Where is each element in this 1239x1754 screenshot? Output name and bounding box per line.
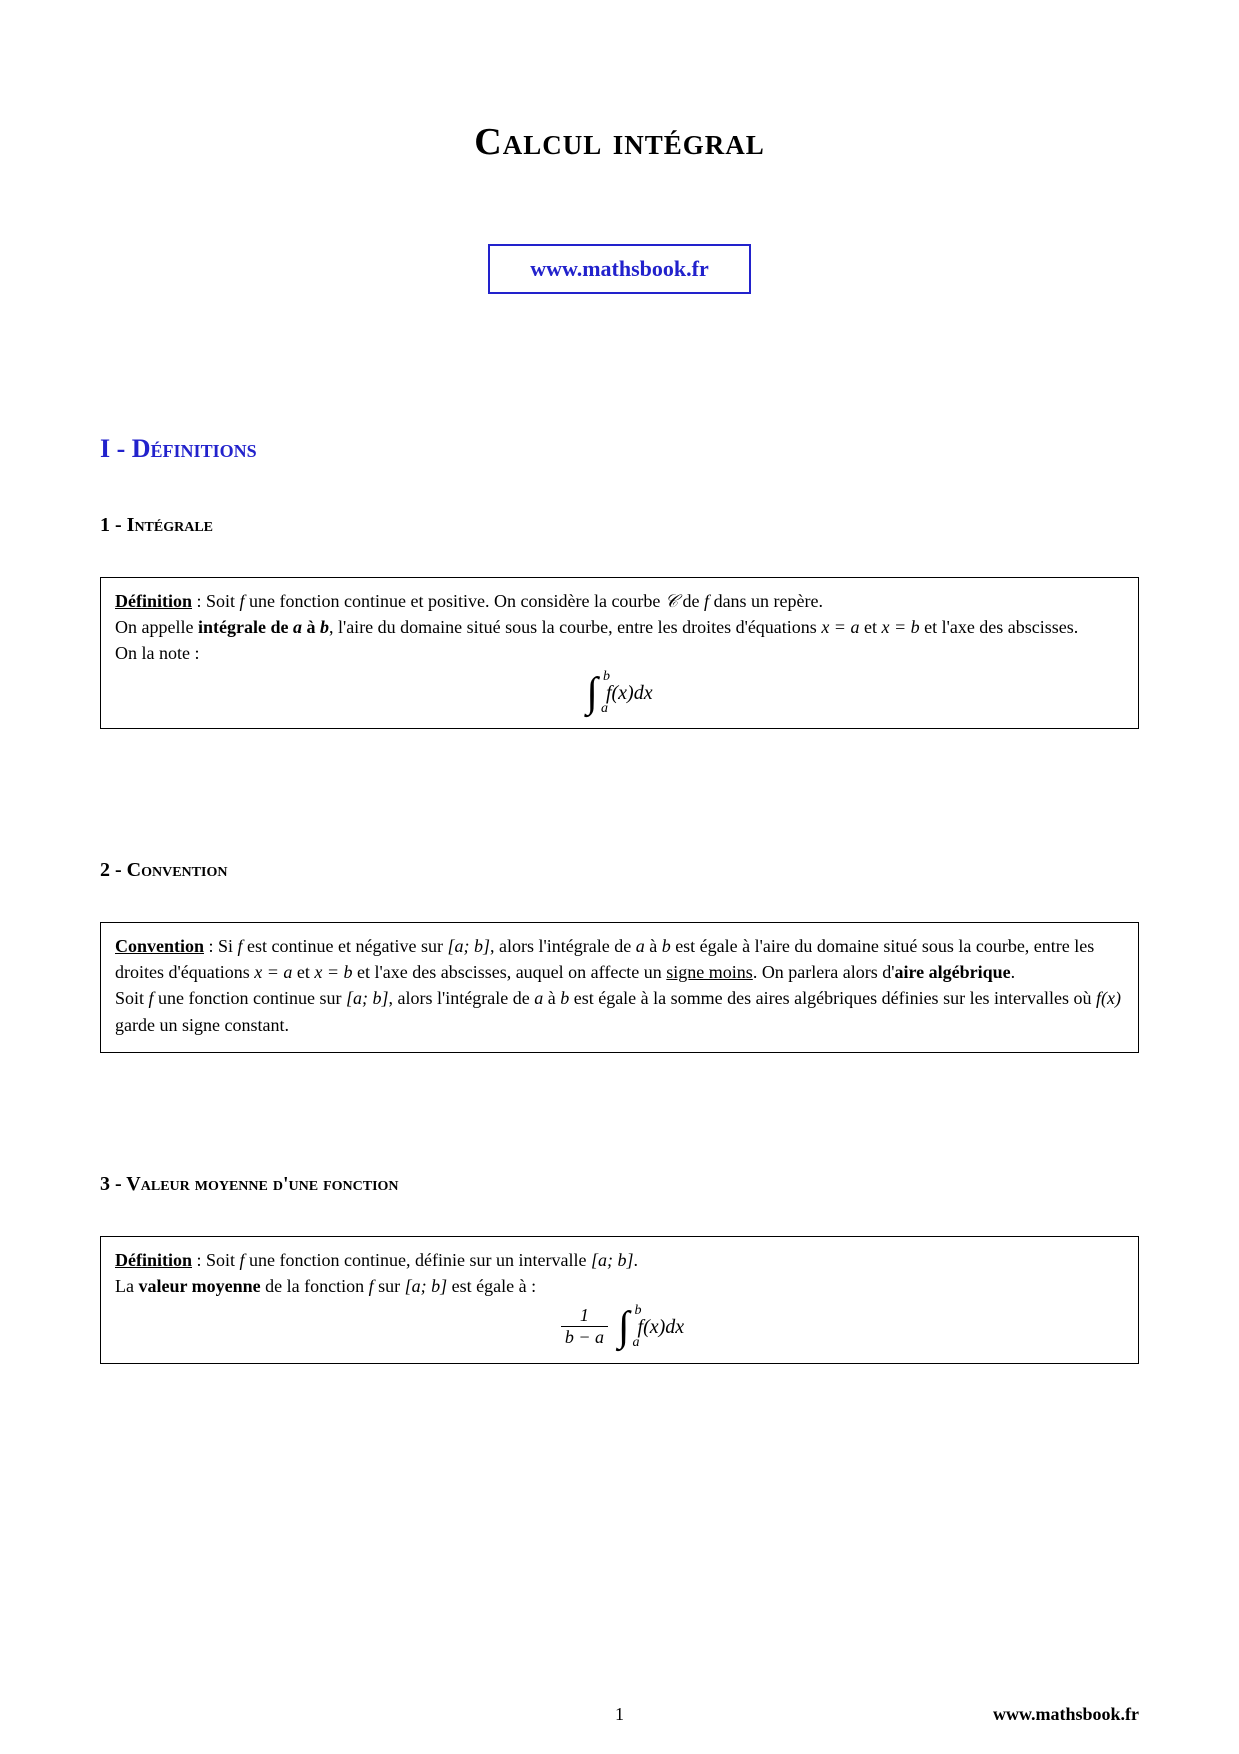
text: une fonction continue, définie sur un in… (245, 1250, 591, 1270)
interval-ab: [a; b] (405, 1276, 448, 1296)
text: à (543, 988, 560, 1008)
var-C: 𝒞 (665, 591, 678, 611)
text: . (633, 1250, 638, 1270)
fraction: 1 b − a (561, 1305, 608, 1349)
text: On la note : (115, 643, 199, 663)
integrand: f(x)dx (606, 683, 653, 703)
lower-bound: a (633, 1336, 640, 1350)
text: sur (374, 1276, 405, 1296)
upper-bound: b (635, 1304, 642, 1318)
aire-algebrique: aire algébrique (895, 962, 1011, 982)
text: , alors l'intégrale de (490, 936, 636, 956)
text: : Soit (192, 591, 240, 611)
text: est continue et négative sur (243, 936, 448, 956)
integral-sign: ∫ba (618, 1306, 634, 1348)
text: à (302, 617, 320, 637)
integral-formula: ∫ba f(x)dx (115, 672, 1124, 714)
footer-site: www.mathsbook.fr (993, 1704, 1139, 1725)
var-a: a (534, 988, 543, 1008)
numerator: 1 (561, 1305, 608, 1328)
text: et l'axe des abscisses, auquel on affect… (353, 962, 667, 982)
interval-ab: [a; b] (346, 988, 389, 1008)
eq-xb: x = b (314, 962, 352, 982)
text: , alors l'intégrale de (389, 988, 535, 1008)
definition-label: Définition (115, 1250, 192, 1270)
var-a: a (293, 617, 302, 637)
text: est égale à la somme des aires algébriqu… (569, 988, 1096, 1008)
subsection-heading-integrale: 1 - Intégrale (100, 514, 1139, 537)
var-b: b (320, 617, 329, 637)
page-title: Calcul intégral (100, 120, 1139, 164)
subsection-heading-valeur-moyenne: 3 - Valeur moyenne d'une fonction (100, 1173, 1139, 1196)
link-box-container: www.mathsbook.fr (100, 244, 1139, 294)
text: de la fonction (261, 1276, 369, 1296)
eq-xa: x = a (254, 962, 292, 982)
upper-bound: b (603, 670, 610, 684)
text: et l'axe des abscisses. (920, 617, 1079, 637)
var-a: a (636, 936, 645, 956)
definition-box-valeur-moyenne: Définition : Soit f une fonction continu… (100, 1236, 1139, 1364)
term-valeur-moyenne: valeur moyenne (138, 1276, 260, 1296)
mean-value-formula: 1 b − a ∫ba f(x)dx (115, 1305, 1124, 1349)
text: est égale à : (447, 1276, 536, 1296)
signe-moins: signe moins (666, 962, 753, 982)
integral-sign: ∫ba (586, 672, 602, 714)
text: et (292, 962, 314, 982)
text: , l'aire du domaine situé sous la courbe… (329, 617, 821, 637)
text: . On parlera alors d' (753, 962, 895, 982)
text: . (1011, 962, 1016, 982)
definition-box-integrale: Définition : Soit f une fonction continu… (100, 577, 1139, 729)
text: une fonction continue sur (154, 988, 346, 1008)
definition-label: Définition (115, 591, 192, 611)
var-b: b (662, 936, 671, 956)
text: à (645, 936, 662, 956)
text: et (859, 617, 881, 637)
definition-text: Définition : Soit f une fonction continu… (115, 1247, 1124, 1299)
eq-xa: x = a (821, 617, 859, 637)
denominator: b − a (561, 1327, 608, 1349)
term-integrale: intégrale de (198, 617, 293, 637)
text: Soit (115, 988, 149, 1008)
var-fx: f(x) (1096, 988, 1121, 1008)
subsection-heading-convention: 2 - Convention (100, 859, 1139, 882)
convention-label: Convention (115, 936, 204, 956)
text: dans un repère. (709, 591, 823, 611)
text: une fonction continue et positive. On co… (245, 591, 665, 611)
eq-xb: x = b (881, 617, 919, 637)
section-heading-definitions: I - Définitions (100, 434, 1139, 464)
interval-ab: [a; b] (591, 1250, 634, 1270)
lower-bound: a (601, 702, 608, 716)
page-number: 1 (615, 1704, 624, 1725)
definition-text: Définition : Soit f une fonction continu… (115, 588, 1124, 666)
text: : Si (204, 936, 238, 956)
site-link[interactable]: www.mathsbook.fr (488, 244, 750, 294)
text: garde un signe constant. (115, 1015, 289, 1035)
text: On appelle (115, 617, 198, 637)
var-b: b (560, 988, 569, 1008)
convention-box: Convention : Si f est continue et négati… (100, 922, 1139, 1052)
integrand: f(x)dx (638, 1317, 685, 1337)
text: La (115, 1276, 138, 1296)
text: : Soit (192, 1250, 240, 1270)
text: de (678, 591, 704, 611)
convention-text: Convention : Si f est continue et négati… (115, 933, 1124, 1037)
interval-ab: [a; b] (447, 936, 490, 956)
